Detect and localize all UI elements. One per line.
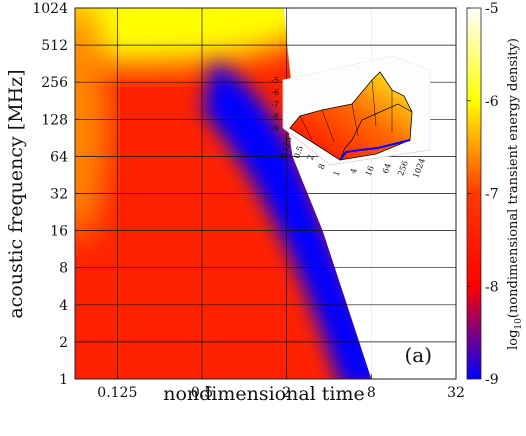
x-tick-label: 0.125 [97, 385, 137, 401]
inset-z-tick-label: -7 [271, 100, 279, 109]
inset-time-tick-label: 0.5 [292, 145, 305, 160]
x-tick-label: 0.5 [191, 385, 213, 401]
inset-freq-tick-label: 64 [381, 162, 393, 175]
inset-time-tick-label: 8 [317, 163, 327, 171]
y-tick-label: 16 [50, 224, 68, 240]
inset-freq-tick-label: 256 [396, 160, 410, 177]
inset-mesh-lines [299, 79, 393, 143]
y-tick-label: 128 [41, 112, 68, 128]
y-tick-label: 2 [59, 335, 68, 351]
x-axis-label: nondimensional time [163, 383, 365, 405]
x-tick-label: 2 [282, 385, 291, 401]
inset-freq-tick-label: 4 [349, 167, 359, 175]
y-tick-label: 64 [50, 149, 68, 165]
y-tick-label: 4 [59, 298, 68, 314]
y-axis-ticks: 1 2 4 8 16 32 64 128 256 512 1024 [32, 1, 80, 388]
field-yellow-top [75, 8, 330, 65]
colorbar-tick-label: -8 [485, 279, 499, 295]
inset-time-tick-label: 2 [306, 154, 316, 162]
y-tick-label: 32 [50, 187, 68, 203]
x-axis-ticks: 0.125 0.5 2 8 32 [97, 374, 465, 401]
heatmap-field [75, 8, 372, 379]
colorbar-label: log10(nondimensional transient energy de… [506, 38, 524, 350]
y-tick-label: 1 [59, 372, 68, 388]
colorbar-ticks: -9 -8 -7 -6 -5 [467, 1, 499, 388]
y-axis-label: acoustic frequency [MHz] [5, 69, 27, 318]
inset-freq-tick-label: 16 [364, 165, 376, 178]
inset-ridge-line [339, 103, 413, 161]
inset-z-tick-label: -6 [271, 88, 279, 97]
inset-blue-edge [339, 139, 411, 161]
inset-z-tick-label: -8 [271, 112, 279, 121]
panel-label: (a) [404, 343, 432, 367]
inset-z-ticks: -9 -8 -7 -6 -5 [271, 76, 279, 133]
colorbar-tick-label: -6 [485, 94, 499, 110]
field-low-energy-ridge [202, 62, 372, 379]
y-tick-label: 512 [41, 38, 68, 54]
colorbar-tick-label: -9 [485, 372, 499, 388]
inset-freq-axis [329, 149, 431, 166]
inset-z-tick-label: -5 [271, 76, 279, 85]
inset-freq-tick-label: 1 [332, 170, 342, 178]
y-tick-label: 1024 [32, 1, 68, 17]
field-orange-left [75, 8, 108, 240]
colorbar-tick-label: -5 [485, 1, 499, 17]
inset-time-axis [282, 127, 331, 166]
y-tick-label: 8 [59, 261, 68, 277]
x-tick-label: 8 [367, 385, 376, 401]
y-tick-label: 256 [41, 75, 68, 91]
inset-z-tick-label: -9 [271, 124, 279, 133]
inset-freq-tick-label: 1024 [411, 157, 426, 179]
colorbar-tick-label: -7 [485, 187, 499, 203]
x-tick-label: 32 [447, 385, 465, 401]
colorbar-label-text: (nondimensional transient energy density… [506, 38, 521, 318]
